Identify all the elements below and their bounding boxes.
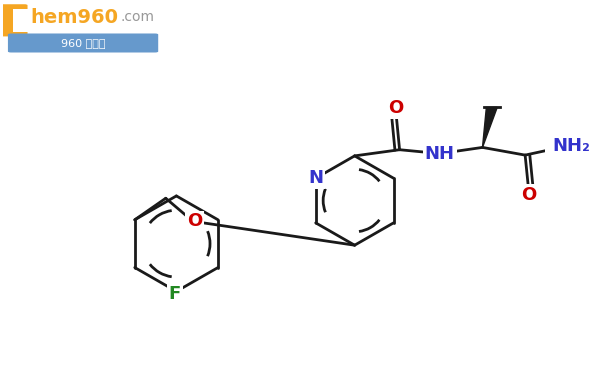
Text: O: O <box>522 186 537 204</box>
Polygon shape <box>483 107 497 147</box>
Text: F: F <box>169 285 181 303</box>
FancyBboxPatch shape <box>8 33 159 53</box>
FancyBboxPatch shape <box>0 4 28 36</box>
Text: hem960: hem960 <box>31 8 119 27</box>
Text: 960 化工网: 960 化工网 <box>61 38 105 48</box>
Text: NH: NH <box>425 145 455 163</box>
Text: O: O <box>388 99 404 117</box>
FancyBboxPatch shape <box>13 9 33 32</box>
Text: .com: .com <box>120 10 155 24</box>
Text: N: N <box>308 169 323 187</box>
Text: NH₂: NH₂ <box>553 137 590 155</box>
Text: O: O <box>187 212 202 230</box>
